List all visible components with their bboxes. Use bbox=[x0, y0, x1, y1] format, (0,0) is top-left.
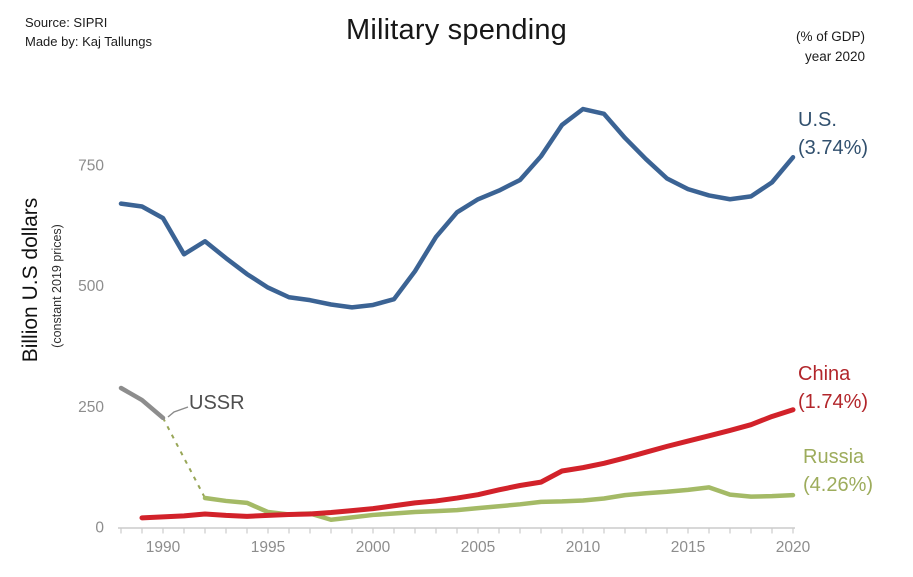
source-text: Source: SIPRI bbox=[25, 15, 108, 30]
russia-series-pct: (4.26%) bbox=[803, 474, 874, 496]
china-series-name: China bbox=[798, 363, 851, 385]
x-tick-label-2000: 2000 bbox=[356, 539, 391, 556]
us-series-name: U.S. bbox=[798, 109, 837, 131]
y-axis-label: Billion U.S dollars bbox=[19, 197, 42, 363]
us-series-pct: (3.74%) bbox=[798, 137, 869, 159]
gdp-note-line1: (% of GDP) bbox=[795, 29, 865, 44]
x-tick-label-2005: 2005 bbox=[461, 539, 495, 556]
russia-series-label: Russia (4.26%) bbox=[803, 443, 873, 499]
x-tick-label-2020: 2020 bbox=[776, 539, 811, 556]
ussr-russia-connector-line bbox=[162, 417, 206, 499]
china-line bbox=[139, 407, 796, 521]
y-tick-label-0: 0 bbox=[95, 520, 104, 537]
credit-text: Made by: Kaj Tallungs bbox=[25, 34, 152, 49]
chart-title: Military spending bbox=[346, 14, 567, 46]
y-axis-sublabel: (constant 2019 prices) bbox=[50, 224, 64, 348]
gdp-note-block: (% of GDP) year 2020 bbox=[796, 27, 865, 67]
us-line bbox=[118, 106, 796, 310]
russia-series-name: Russia bbox=[803, 446, 865, 468]
china-series-pct: (1.74%) bbox=[798, 391, 869, 413]
x-tick-label-1990: 1990 bbox=[146, 539, 181, 556]
gdp-note-line2: year 2020 bbox=[804, 49, 865, 64]
us-series-label: U.S. (3.74%) bbox=[798, 106, 868, 162]
china-series-label: China (1.74%) bbox=[798, 360, 868, 416]
y-tick-label-500: 500 bbox=[78, 278, 104, 295]
x-tick-label-2015: 2015 bbox=[671, 539, 705, 556]
ussr-label-callout-line bbox=[167, 406, 189, 418]
x-tick-label-1995: 1995 bbox=[251, 539, 285, 556]
ussr-line bbox=[118, 385, 166, 421]
source-credit-block: Source: SIPRI Made by: Kaj Tallungs bbox=[25, 13, 152, 51]
y-tick-label-750: 750 bbox=[78, 158, 104, 175]
ussr-series-label: USSR bbox=[189, 392, 245, 414]
x-tick-label-2010: 2010 bbox=[566, 539, 601, 556]
y-tick-label-250: 250 bbox=[78, 399, 104, 416]
